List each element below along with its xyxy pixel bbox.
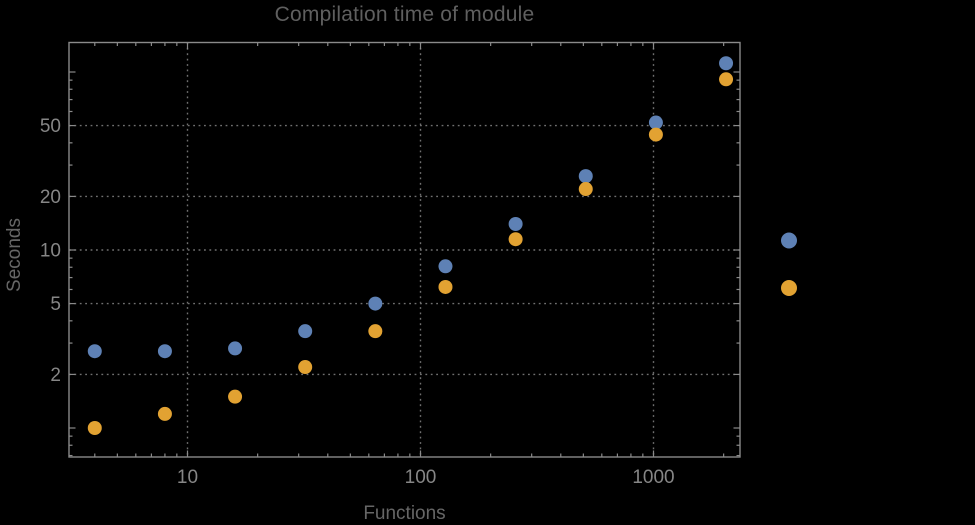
y-tick-label: 20 [40, 187, 61, 208]
data-point-series-2 [508, 232, 523, 247]
data-point-series-1 [578, 169, 593, 184]
chart-title: Compilation time of module [274, 3, 535, 26]
data-point-series-2 [578, 182, 593, 197]
x-tick-label: 100 [405, 467, 437, 488]
data-point-series-2 [87, 421, 102, 435]
x-tick-label: 10 [177, 467, 198, 488]
data-point-series-2 [648, 127, 663, 142]
y-tick-label: 2 [50, 365, 61, 386]
x-axis-label: Functions [363, 503, 446, 524]
y-tick-label: 50 [40, 116, 61, 137]
legend-marker-series-2 [781, 280, 797, 296]
data-point-series-1 [438, 259, 453, 274]
data-point-series-1 [87, 344, 102, 359]
y-tick-label: 10 [40, 241, 61, 262]
data-point-series-2 [438, 279, 453, 294]
legend-marker-series-1 [781, 232, 797, 249]
data-point-series-1 [228, 341, 243, 356]
data-point-series-1 [508, 216, 523, 231]
data-point-series-1 [368, 296, 383, 311]
data-point-series-2 [228, 389, 243, 404]
y-tick-label: 5 [50, 294, 61, 315]
data-point-series-1 [719, 56, 734, 71]
data-point-series-1 [157, 344, 172, 359]
y-axis-label: Seconds [4, 218, 25, 292]
data-point-series-1 [298, 324, 313, 339]
data-point-series-2 [719, 72, 734, 87]
data-point-series-2 [157, 406, 172, 421]
data-point-series-2 [368, 324, 383, 339]
data-point-series-1 [648, 115, 663, 130]
x-tick-label: 1000 [632, 467, 674, 488]
data-point-series-2 [298, 360, 313, 375]
